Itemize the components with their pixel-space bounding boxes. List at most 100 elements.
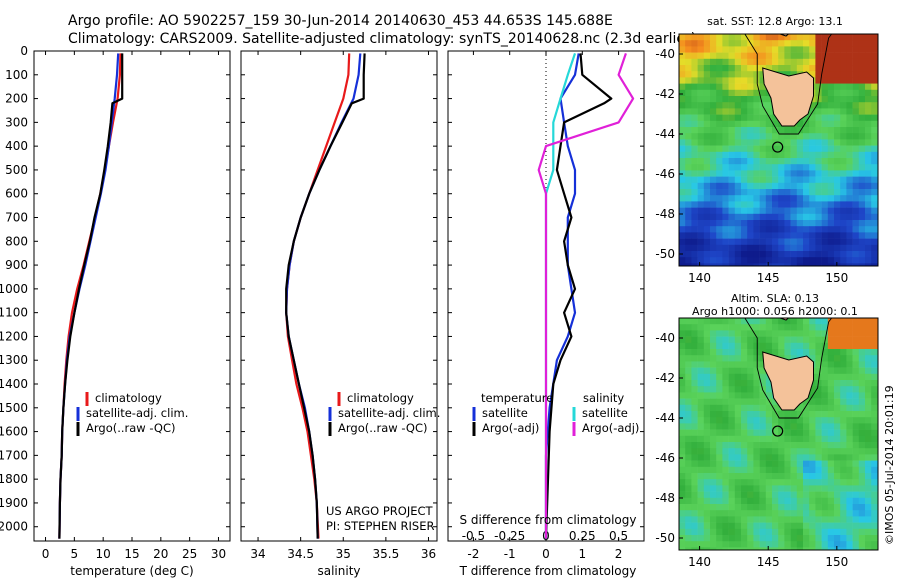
- map-cell: [865, 108, 872, 115]
- legend-climatology: climatology: [95, 391, 162, 405]
- map-cell: [703, 263, 711, 266]
- map-cell: [846, 46, 853, 53]
- map-cell: [815, 145, 822, 153]
- map-cell: [685, 485, 692, 492]
- map-cell: [753, 473, 760, 480]
- map-cell: [827, 491, 835, 499]
- map-cell: [815, 89, 822, 97]
- map-cell: [734, 516, 742, 523]
- map-cell: [741, 442, 748, 449]
- map-cell: [834, 386, 841, 393]
- map-cell: [703, 207, 711, 215]
- map-cell: [747, 485, 754, 492]
- map-cell: [697, 207, 705, 215]
- map-cell: [821, 71, 829, 78]
- map-cell: [759, 454, 767, 461]
- map-cell: [734, 251, 742, 258]
- map-cell: [834, 158, 841, 165]
- map-cell: [734, 257, 742, 264]
- map-cell: [703, 491, 711, 499]
- map-cell: [796, 232, 804, 239]
- map-cell: [722, 176, 729, 184]
- map-cell: [716, 34, 723, 41]
- map-cell: [846, 139, 853, 146]
- map-cell: [772, 182, 779, 190]
- map-cell: [778, 170, 785, 177]
- map-cell: [852, 158, 860, 165]
- map-cell: [815, 46, 822, 53]
- map-cell: [840, 58, 847, 66]
- map-cell: [871, 232, 878, 239]
- map-cell: [821, 226, 829, 233]
- map-cell: [821, 189, 829, 196]
- map-cell: [691, 251, 698, 258]
- map-cell: [728, 318, 736, 325]
- map-cell: [840, 528, 847, 536]
- map-cell: [716, 417, 723, 424]
- map-cell: [753, 213, 760, 221]
- series-line: [544, 53, 580, 539]
- x-tick-label: 34: [250, 547, 265, 561]
- map-cell: [734, 102, 742, 109]
- map-cell: [865, 411, 872, 418]
- map-cell: [728, 460, 736, 468]
- map-cell: [858, 435, 866, 443]
- map-cell: [871, 324, 878, 331]
- map-cell: [784, 516, 791, 523]
- map-cell: [772, 176, 779, 184]
- map-cell: [747, 145, 754, 153]
- map-cell: [722, 263, 729, 266]
- map-cell: [772, 244, 779, 252]
- map-cell: [741, 170, 748, 177]
- map-cell: [728, 497, 736, 505]
- map-cell: [852, 318, 860, 325]
- map-cell: [790, 460, 798, 468]
- map-cell: [716, 485, 723, 492]
- map-cell: [846, 349, 853, 356]
- map-cell: [784, 46, 791, 53]
- map-cell: [858, 207, 866, 215]
- map-cell: [778, 318, 785, 325]
- map-cell: [815, 404, 822, 412]
- map-cell: [734, 491, 742, 499]
- map-cell: [772, 516, 779, 523]
- map-cell: [778, 342, 785, 350]
- lat-tick-label: -50: [655, 247, 675, 261]
- map-cell: [815, 232, 822, 239]
- map-cell: [865, 34, 872, 41]
- map-cell: [796, 547, 804, 550]
- map-cell: [759, 108, 767, 115]
- map-cell: [865, 201, 872, 208]
- map-cell: [827, 380, 835, 387]
- lat-tick-label: -50: [655, 531, 675, 545]
- map-cell: [846, 226, 853, 233]
- map-cell: [827, 40, 835, 47]
- map-cell: [722, 127, 729, 134]
- map-cell: [691, 220, 698, 227]
- map-cell: [815, 392, 822, 399]
- map-cell: [685, 108, 692, 115]
- map-cell: [846, 497, 853, 505]
- map-cell: [716, 139, 723, 146]
- map-cell: [734, 336, 742, 344]
- map-cell: [784, 34, 791, 41]
- map-cell: [821, 541, 829, 548]
- map-cell: [710, 367, 717, 375]
- map-cell: [840, 491, 847, 499]
- map-cell: [741, 318, 748, 325]
- map-cell: [815, 479, 822, 486]
- map-cell: [679, 386, 686, 393]
- map-cell: [821, 238, 829, 246]
- map-cell: [846, 263, 853, 266]
- map-cell: [703, 411, 711, 418]
- map-cell: [821, 34, 829, 41]
- map-cell: [747, 182, 754, 190]
- map-cell: [865, 151, 872, 159]
- map-cell: [679, 423, 686, 430]
- map-cell: [834, 330, 841, 337]
- map-cell: [852, 151, 860, 159]
- map-cell: [710, 114, 717, 122]
- map-cell: [697, 373, 705, 381]
- map-cell: [821, 182, 829, 190]
- map-cell: [710, 479, 717, 486]
